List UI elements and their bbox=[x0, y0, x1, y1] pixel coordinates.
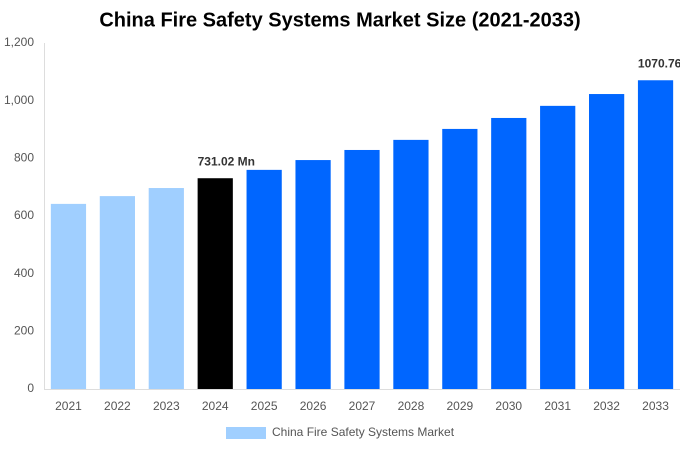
x-tick-label: 2032 bbox=[593, 399, 620, 413]
y-tick-label: 1,000 bbox=[4, 93, 34, 107]
x-tick-label: 2028 bbox=[398, 399, 425, 413]
x-tick-label: 2024 bbox=[202, 399, 229, 413]
bar bbox=[148, 188, 184, 389]
x-tick-label: 2033 bbox=[642, 399, 669, 413]
x-tick-label: 2026 bbox=[300, 399, 327, 413]
y-tick-label: 1,200 bbox=[4, 35, 34, 49]
y-tick-label: 400 bbox=[14, 266, 34, 280]
value-label: 731.02 Mn bbox=[198, 154, 255, 168]
x-tick-label: 2031 bbox=[544, 399, 571, 413]
x-tick-label: 2027 bbox=[349, 399, 376, 413]
legend-swatch bbox=[226, 427, 266, 439]
bar bbox=[246, 169, 282, 389]
x-tick-label: 2030 bbox=[495, 399, 522, 413]
bar bbox=[491, 117, 527, 389]
bar bbox=[589, 94, 625, 389]
chart-title: China Fire Safety Systems Market Size (2… bbox=[99, 9, 580, 31]
x-tick-label: 2029 bbox=[446, 399, 473, 413]
bar bbox=[295, 160, 331, 389]
legend-label: China Fire Safety Systems Market bbox=[272, 425, 455, 439]
bar bbox=[393, 139, 429, 389]
y-tick-label: 0 bbox=[27, 381, 34, 395]
bar bbox=[50, 203, 87, 389]
value-label: 1070.76 Mn bbox=[638, 56, 680, 70]
x-tick-label: 2022 bbox=[104, 399, 131, 413]
bar bbox=[540, 105, 576, 390]
y-tick-label: 800 bbox=[14, 151, 34, 165]
bar bbox=[442, 128, 478, 389]
bar bbox=[637, 80, 674, 390]
bar bbox=[99, 196, 135, 389]
y-tick-label: 600 bbox=[14, 208, 34, 222]
bar bbox=[344, 149, 380, 389]
bar bbox=[197, 178, 233, 389]
y-tick-label: 200 bbox=[14, 324, 34, 338]
x-tick-label: 2023 bbox=[153, 399, 180, 413]
x-tick-label: 2025 bbox=[251, 399, 278, 413]
x-tick-label: 2021 bbox=[55, 399, 82, 413]
